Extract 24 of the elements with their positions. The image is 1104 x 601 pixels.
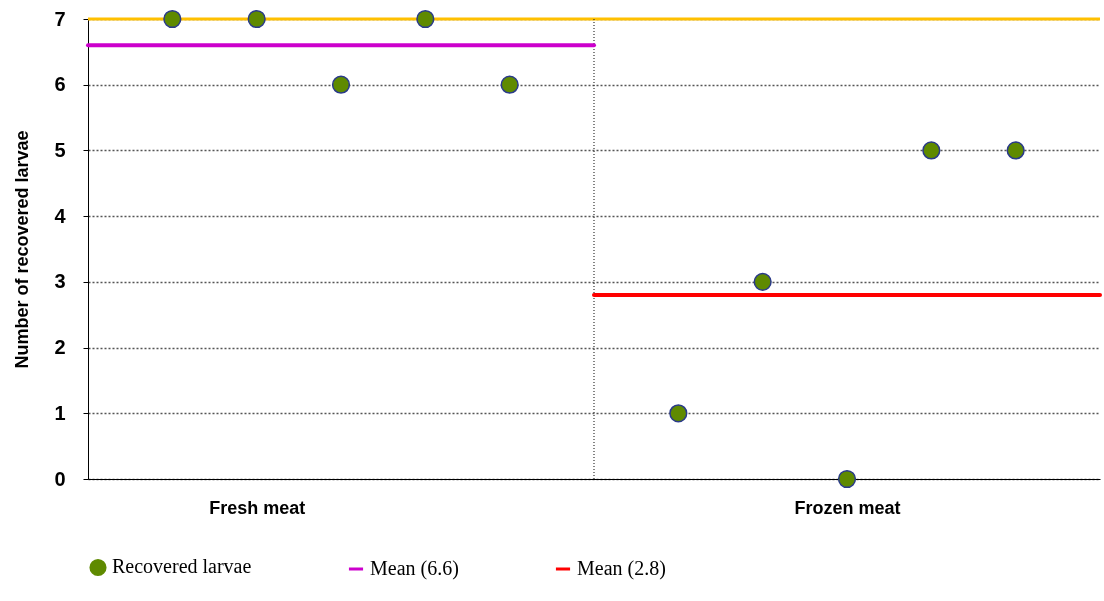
point	[837, 469, 857, 489]
point	[163, 9, 182, 29]
x-tick-label: Fresh meat	[209, 497, 306, 518]
point	[416, 9, 435, 29]
point	[247, 9, 266, 29]
legend-label: Recovered larvae	[112, 555, 252, 578]
legend-label: Mean (2.8)	[577, 557, 666, 580]
y-tick-label: 0	[54, 467, 66, 490]
point	[500, 75, 519, 94]
y-tick-label: 5	[54, 138, 66, 161]
y-tick-label: 3	[54, 270, 66, 293]
y-tick-label: 4	[54, 204, 67, 227]
y-axis-title: Number of recovered larvae	[12, 130, 33, 369]
point	[753, 272, 772, 291]
y-tick-label: 6	[54, 73, 66, 96]
point	[331, 75, 351, 94]
legend-label: Mean (6.6)	[370, 557, 459, 580]
y-tick-label: 7	[54, 7, 66, 30]
point	[669, 404, 688, 423]
point	[922, 141, 941, 160]
point	[1006, 141, 1025, 160]
y-tick-label: 1	[54, 401, 66, 424]
y-tick-label: 2	[54, 336, 66, 359]
x-tick-label: Frozen meat	[794, 497, 901, 518]
